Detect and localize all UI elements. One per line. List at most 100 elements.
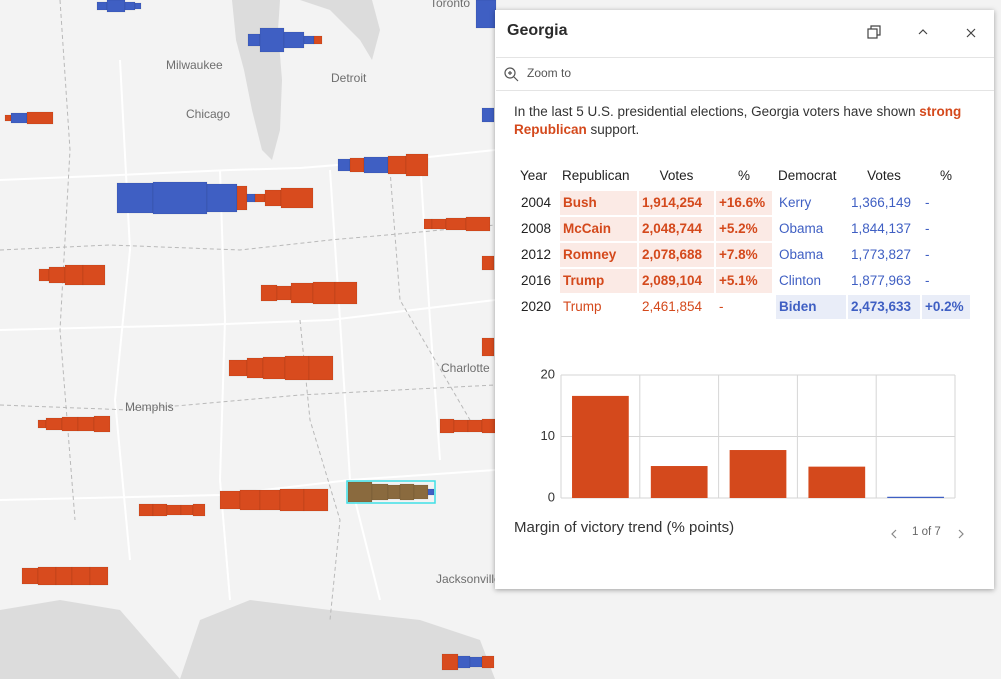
table-cell: +5.2%: [716, 217, 772, 241]
glyph-segment: [279, 488, 305, 512]
glyph-segment: [280, 187, 314, 209]
table-cell: 2,048,744: [639, 217, 714, 241]
popup-title: Georgia: [507, 22, 568, 39]
table-cell: 1,366,149: [851, 195, 912, 210]
pager-text: 1 of 7: [912, 526, 941, 538]
close-button[interactable]: [966, 28, 976, 38]
y-tick-label: 0: [548, 489, 555, 504]
city-label: Milwaukee: [166, 58, 223, 72]
glyph-segment: [246, 357, 264, 379]
table-header: %: [737, 168, 750, 183]
glyph-segment: [303, 35, 315, 45]
glyph-segment: [239, 489, 261, 511]
glyph-segment: [445, 217, 467, 231]
gulf-west: [0, 600, 180, 679]
city-label: Toronto: [430, 0, 470, 10]
bar: [572, 395, 629, 498]
glyph-segment: [166, 504, 182, 516]
glyph-segment: [475, 0, 497, 29]
table-cell: 2020: [521, 299, 552, 314]
zoom-icon: [504, 67, 519, 82]
glyph-segment: [134, 2, 142, 10]
glyph-segment: [93, 415, 111, 433]
glyph-segment: [262, 356, 286, 380]
glyph-segment: [363, 156, 389, 174]
glyph-segment: [247, 33, 261, 47]
glyph-segment: [259, 27, 285, 53]
chart: 0 10 20: [541, 366, 956, 504]
glyph-segment: [465, 216, 491, 232]
divider: [496, 57, 994, 58]
glyph-segment: [37, 566, 57, 586]
glyph-segment: [457, 655, 471, 669]
glyph-segment: [441, 653, 459, 671]
table-cell: 1,877,963: [851, 273, 912, 288]
glyph-segment: [308, 355, 334, 381]
table-cell: 1,773,827: [851, 247, 912, 262]
glyph-segment: [124, 1, 136, 11]
gulf: [180, 600, 495, 679]
table-cell: 2,078,688: [639, 243, 714, 267]
table-header: Year: [520, 168, 548, 183]
table-header: Votes: [659, 168, 694, 183]
bar: [650, 466, 708, 498]
glyph-segment: [260, 284, 278, 302]
description: In the last 5 U.S. presidential election…: [514, 103, 974, 139]
glyph-segment: [427, 488, 435, 496]
next-button[interactable]: [958, 529, 964, 539]
glyph-segment: [387, 484, 401, 500]
glyph-segment: [387, 155, 407, 175]
city-label: Chicago: [186, 107, 230, 121]
table-cell: Bush: [560, 191, 637, 215]
glyph-segment: [219, 490, 241, 510]
glyph-segment: [481, 655, 495, 669]
glyph-segment: [254, 193, 266, 203]
glyph-segment: [138, 503, 154, 517]
glyph-segment: [481, 418, 497, 434]
table-header: %: [939, 168, 952, 183]
table-cell: 2008: [521, 221, 552, 236]
glyph-segment: [337, 158, 351, 172]
glyph-segment: [467, 419, 483, 433]
collapse-button[interactable]: [918, 29, 928, 35]
glyph-segment: [431, 218, 447, 230]
city-label: Jacksonville: [436, 572, 501, 586]
glyph-segment: [96, 1, 108, 11]
glyph-segment: [64, 264, 84, 286]
description-text: support.: [586, 122, 640, 137]
table-cell: +7.8%: [716, 243, 772, 267]
glyph-segment: [399, 483, 415, 501]
table-cell: -: [719, 299, 724, 314]
table-cell: -: [925, 273, 930, 288]
zoom-to[interactable]: Zoom to: [527, 66, 572, 80]
dock-button[interactable]: [867, 25, 881, 39]
chart-title: Margin of victory trend (% points): [514, 519, 735, 536]
glyph-segment: [276, 285, 292, 301]
prev-button[interactable]: [891, 529, 897, 539]
glyph-highlight: [346, 480, 436, 504]
glyph-segment: [116, 182, 154, 214]
table-cell: -: [925, 195, 930, 210]
table-cell: Kerry: [779, 195, 812, 210]
glyph-segment: [4, 114, 12, 122]
glyph-segment: [284, 355, 310, 381]
vote-glyphs: [4, 0, 497, 671]
glyph-segment: [236, 185, 248, 211]
table-cell: Clinton: [779, 273, 822, 288]
glyph-segment: [303, 488, 329, 512]
table-cell: +5.1%: [716, 269, 772, 293]
table-cell: Romney: [560, 243, 637, 267]
table-cell: -: [925, 221, 930, 236]
glyph-segment: [89, 566, 109, 586]
glyph-segment: [180, 504, 194, 516]
glyph-segment: [10, 112, 28, 124]
table-cell: +0.2%: [922, 295, 970, 319]
glyph-segment: [439, 418, 455, 434]
lake-huron: [300, 0, 380, 60]
table-cell: Trump: [560, 269, 637, 293]
glyph-segment: [405, 153, 429, 177]
glyph-segment: [45, 417, 63, 431]
glyph-segment: [313, 35, 323, 45]
table-header: Democrat: [778, 168, 837, 183]
glyph-segment: [283, 31, 305, 49]
